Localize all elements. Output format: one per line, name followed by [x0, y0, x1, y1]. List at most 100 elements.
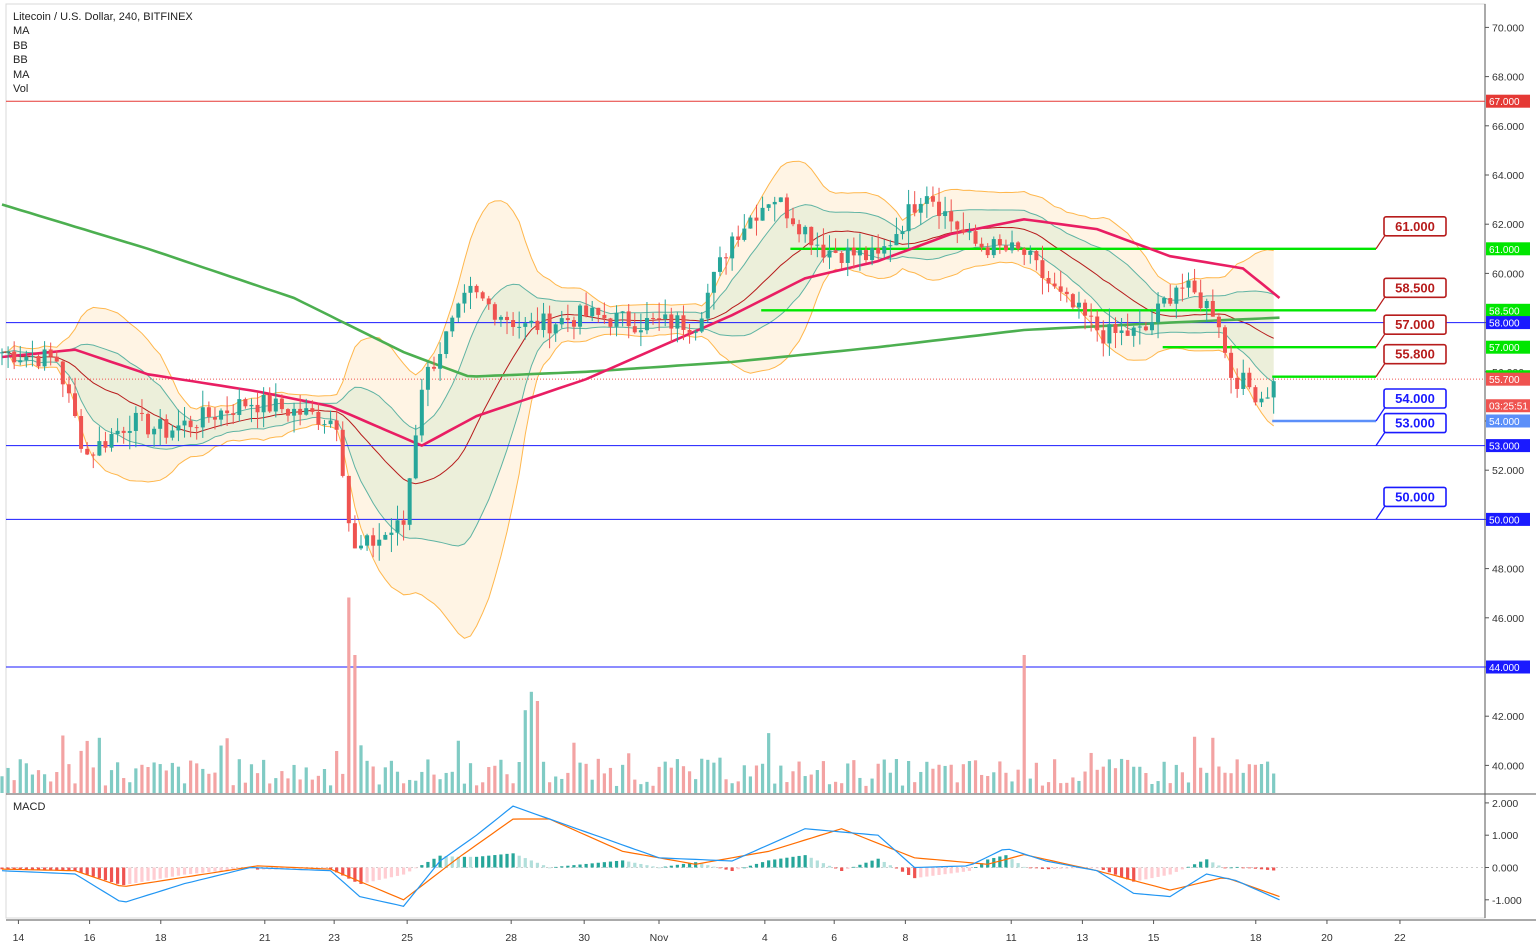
macd-line	[1, 805, 1280, 907]
volume-bar	[408, 779, 412, 793]
volume-bar	[12, 780, 16, 793]
time-tick-label: 25	[401, 932, 413, 944]
time-tick-label: 16	[84, 932, 96, 944]
volume-bar	[602, 773, 606, 793]
candle-body	[596, 307, 601, 315]
volume-bar	[888, 772, 892, 793]
time-tick-label: 23	[328, 932, 340, 944]
time-tick-label: 13	[1077, 932, 1089, 944]
macd-hist-bar	[572, 865, 576, 868]
volume-bar	[201, 768, 205, 793]
macd-hist-bar	[627, 861, 631, 868]
candle-body	[225, 410, 230, 414]
macd-hist-bar	[858, 864, 862, 868]
candle-body	[304, 408, 309, 415]
candle-body	[267, 394, 272, 412]
candle-body	[1204, 300, 1209, 309]
candle-body	[651, 318, 656, 320]
callout-text: 54.000	[1395, 391, 1435, 406]
volume-bar	[925, 761, 929, 793]
volume-bar	[511, 783, 515, 793]
macd-hist-bar	[718, 867, 722, 869]
macd-hist-bar	[700, 863, 704, 868]
volume-bar	[1156, 781, 1160, 793]
candle-body	[121, 430, 126, 433]
macd-hist-bar	[840, 867, 844, 871]
volume-bar	[998, 761, 1002, 793]
candle-body	[553, 324, 558, 334]
volume-bar	[61, 735, 65, 793]
volume-bar	[377, 784, 381, 793]
candle-body	[219, 410, 224, 420]
macd-hist-bar	[1150, 867, 1154, 879]
volume-bar	[24, 763, 28, 793]
volume-bar	[67, 764, 71, 793]
macd-hist-bar	[669, 865, 673, 868]
macd-hist-bar	[456, 856, 460, 868]
volume-bar	[980, 774, 984, 793]
candle-body	[170, 430, 175, 438]
bb-middle	[1, 226, 1274, 485]
macd-hist-bar	[566, 865, 570, 868]
volume-bar	[432, 774, 436, 793]
candle-body	[827, 250, 832, 258]
legend-bb-1[interactable]: BB	[13, 39, 28, 52]
macd-hist-bar	[687, 863, 692, 868]
volume-bar	[304, 767, 308, 793]
price-label-box	[1486, 399, 1530, 413]
volume-bar	[627, 753, 631, 793]
candle-body	[292, 408, 297, 416]
macd-hist-bar	[122, 867, 126, 886]
macd-hist-bar	[134, 867, 138, 883]
macd-hist-bar	[1272, 867, 1276, 871]
price-label-box	[1486, 340, 1530, 354]
candle-body	[1016, 242, 1021, 249]
volume-bar	[827, 784, 832, 793]
volume-bar	[937, 764, 941, 793]
volume-bar	[1253, 764, 1258, 793]
candle-body	[273, 398, 278, 412]
candle-body	[249, 404, 254, 407]
macd-hist-bar	[1259, 867, 1264, 870]
volume-bar	[718, 757, 722, 793]
price-label-text: 50.000	[1489, 515, 1520, 526]
macd-hist-bar	[925, 867, 929, 877]
volume-bar	[1192, 736, 1197, 793]
legend-ma-2[interactable]: MA	[13, 68, 30, 81]
candle-body	[559, 318, 564, 325]
macd-hist-bar	[955, 867, 959, 873]
macd-hist-bar	[633, 862, 637, 868]
legend-ma-1[interactable]: MA	[13, 25, 30, 38]
volume-bar	[645, 781, 649, 793]
candle-body	[413, 435, 418, 479]
macd-hist-bar	[657, 867, 661, 869]
candle-body	[285, 409, 290, 416]
candle-body	[894, 234, 899, 246]
volume-bar	[1089, 752, 1093, 793]
price-label-box	[1486, 512, 1530, 526]
macd-hist-bar	[833, 867, 838, 869]
macd-hist-bar	[876, 858, 880, 868]
callout-box	[1383, 388, 1447, 409]
macd-hist-bar	[219, 867, 223, 871]
price-callouts: 61.000 58.500 57.000 55.800 54.000 53.000 50.0…	[1375, 216, 1447, 520]
callout-box	[1383, 486, 1447, 508]
time-tick-label: 15	[1148, 932, 1160, 944]
volume-bar	[182, 783, 187, 793]
legend-vol[interactable]: Vol	[13, 83, 29, 96]
candle-body	[784, 197, 789, 219]
volume-bar	[931, 768, 935, 793]
macd-hist-bar	[1101, 867, 1105, 870]
candle-body	[1022, 248, 1027, 255]
candle-body	[638, 330, 643, 333]
candle-body	[912, 204, 917, 213]
volume-bar	[493, 765, 497, 793]
volume-bar	[401, 783, 406, 793]
candle-body	[371, 535, 376, 546]
ma-200-line	[1, 203, 1280, 378]
legend-bb-2[interactable]: BB	[13, 54, 28, 67]
candle-body	[127, 430, 132, 433]
macd-hist-bar	[1241, 867, 1245, 869]
macd-hist-bar	[821, 863, 826, 868]
